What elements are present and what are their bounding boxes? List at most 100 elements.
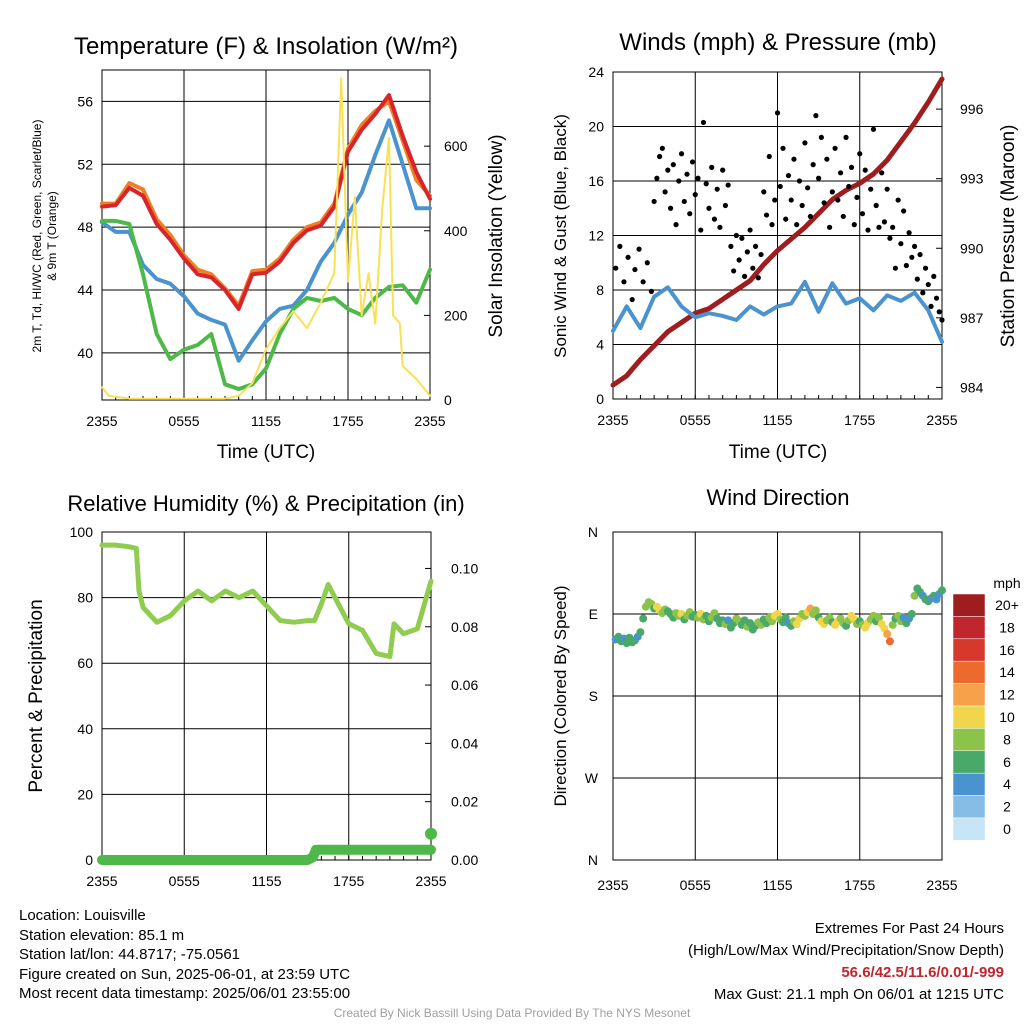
tick-label-y-right: 200 bbox=[444, 307, 468, 323]
recent-timestamp: Most recent data timestamp: 2025/06/01 2… bbox=[19, 985, 351, 1002]
gust-point bbox=[731, 268, 737, 274]
direction-point bbox=[883, 630, 892, 639]
gust-point bbox=[788, 197, 794, 203]
gust-point bbox=[851, 222, 857, 228]
tick-label-y-left: 12 bbox=[588, 228, 604, 244]
gust-point bbox=[843, 134, 849, 140]
colorbar-swatch bbox=[952, 750, 986, 774]
tick-label-y-left: 20 bbox=[588, 119, 604, 135]
panel-temp-ylabel-left-2: & 9m T (Orange) bbox=[45, 191, 59, 281]
gust-point bbox=[706, 205, 712, 211]
gust-point bbox=[703, 181, 709, 187]
direction-point bbox=[885, 637, 894, 646]
tick-label-x: 2355 bbox=[597, 412, 628, 428]
gust-point bbox=[895, 197, 901, 203]
panel-rh-title: Relative Humidity (%) & Precipitation (i… bbox=[67, 491, 464, 516]
panel-temp-title: Temperature (F) & Insolation (W/m²) bbox=[74, 33, 458, 60]
panel-rh-ylabel-left: Percent & Precipitation bbox=[26, 599, 47, 792]
gust-point bbox=[747, 227, 753, 233]
tick-label-y-left: 40 bbox=[77, 721, 93, 737]
gust-point bbox=[752, 243, 759, 249]
tick-label-y-left: 24 bbox=[588, 64, 604, 80]
series-yellow-line bbox=[101, 77, 431, 400]
gust-point bbox=[755, 275, 761, 281]
gust-point bbox=[865, 227, 871, 233]
tick-label-x: 2355 bbox=[86, 413, 117, 429]
gust-point bbox=[733, 232, 739, 239]
panel-wind-xlabel: Time (UTC) bbox=[729, 442, 828, 463]
panel-wdir-ylabel-left: Direction (Colored By Speed) bbox=[551, 585, 570, 806]
series-blue-line bbox=[611, 279, 944, 344]
tick-label-y-left: 0 bbox=[596, 391, 604, 407]
tick-label-y-left: N bbox=[588, 852, 598, 868]
direction-point bbox=[938, 586, 946, 595]
tick-label-y-right: 0.08 bbox=[451, 619, 478, 635]
gust-point bbox=[832, 145, 838, 151]
gust-point bbox=[901, 208, 907, 214]
tick-label-x: 2355 bbox=[597, 877, 628, 893]
gust-point bbox=[742, 273, 748, 279]
tick-label-y-right: 0.04 bbox=[451, 735, 478, 751]
tick-label-x: 1155 bbox=[251, 413, 281, 429]
tick-label-y-left: S bbox=[589, 688, 598, 704]
gust-point bbox=[816, 175, 822, 181]
tick-label-y-right: 0.06 bbox=[451, 677, 478, 693]
gust-point bbox=[744, 249, 750, 255]
tick-label-y-right: 0.10 bbox=[451, 560, 478, 576]
colorbar-label: 10 bbox=[999, 709, 1015, 725]
gust-point bbox=[857, 151, 863, 157]
gust-point bbox=[925, 281, 931, 288]
gust-point bbox=[687, 211, 693, 217]
gust-point bbox=[876, 224, 882, 230]
gust-point bbox=[725, 182, 731, 188]
gust-point bbox=[892, 265, 898, 271]
gust-point bbox=[933, 295, 940, 301]
tick-label-y-left: 20 bbox=[77, 786, 93, 802]
tick-label-x: 1155 bbox=[251, 873, 281, 889]
colorbar-swatch bbox=[952, 705, 986, 729]
gust-point bbox=[931, 273, 937, 279]
tick-label-y-left: 52 bbox=[77, 156, 93, 172]
tick-label-y-left: 16 bbox=[588, 173, 604, 189]
colorbar-swatch bbox=[952, 616, 986, 640]
precip-final-point bbox=[425, 827, 437, 840]
station-latlon: Station lat/lon: 44.8717; -75.0561 bbox=[19, 946, 241, 963]
gust-point bbox=[709, 164, 715, 170]
colorbar-label: 2 bbox=[1003, 799, 1011, 815]
gust-point bbox=[777, 183, 783, 190]
gust-point bbox=[835, 197, 841, 203]
gust-point bbox=[807, 213, 814, 220]
gust-point bbox=[636, 246, 642, 252]
gust-point bbox=[936, 309, 942, 315]
gust-point bbox=[824, 156, 830, 162]
gust-point bbox=[862, 167, 868, 173]
series-red-line bbox=[100, 93, 432, 311]
panel-temp-ylabel-left-1: 2m T, Td, HI/WC (Red, Green, Scarlet/Blu… bbox=[30, 120, 44, 353]
tick-label-y-right: 990 bbox=[960, 240, 984, 256]
gust-point bbox=[689, 159, 696, 165]
panel-wind-ylabel-left: Sonic Wind & Gust (Blue, Black) bbox=[551, 114, 570, 358]
gust-point bbox=[785, 172, 792, 179]
gust-point bbox=[692, 192, 698, 198]
tick-label-y-left: 44 bbox=[77, 282, 93, 298]
gust-point bbox=[651, 198, 657, 205]
series-green-line bbox=[100, 218, 432, 391]
colorbar-label: 4 bbox=[1003, 776, 1011, 792]
gust-point bbox=[695, 175, 701, 181]
gust-point bbox=[922, 265, 929, 271]
tick-label-x: 0555 bbox=[680, 412, 711, 428]
tick-label-y-left: 48 bbox=[77, 219, 93, 235]
tick-label-x: 2355 bbox=[86, 873, 117, 889]
gust-point bbox=[887, 235, 893, 241]
colorbar-swatch bbox=[952, 772, 986, 796]
tick-label-y-left: 0 bbox=[85, 852, 93, 868]
gust-point bbox=[873, 202, 879, 209]
gust-point bbox=[667, 205, 674, 211]
direction-point bbox=[907, 610, 916, 618]
gust-point bbox=[870, 126, 877, 132]
gust-point bbox=[750, 265, 756, 271]
tick-label-y-right: 996 bbox=[960, 101, 984, 117]
max-gust: Max Gust: 21.1 mph On 06/01 at 1215 UTC bbox=[713, 986, 1004, 1003]
gust-point bbox=[617, 243, 623, 249]
gust-point bbox=[829, 189, 835, 195]
